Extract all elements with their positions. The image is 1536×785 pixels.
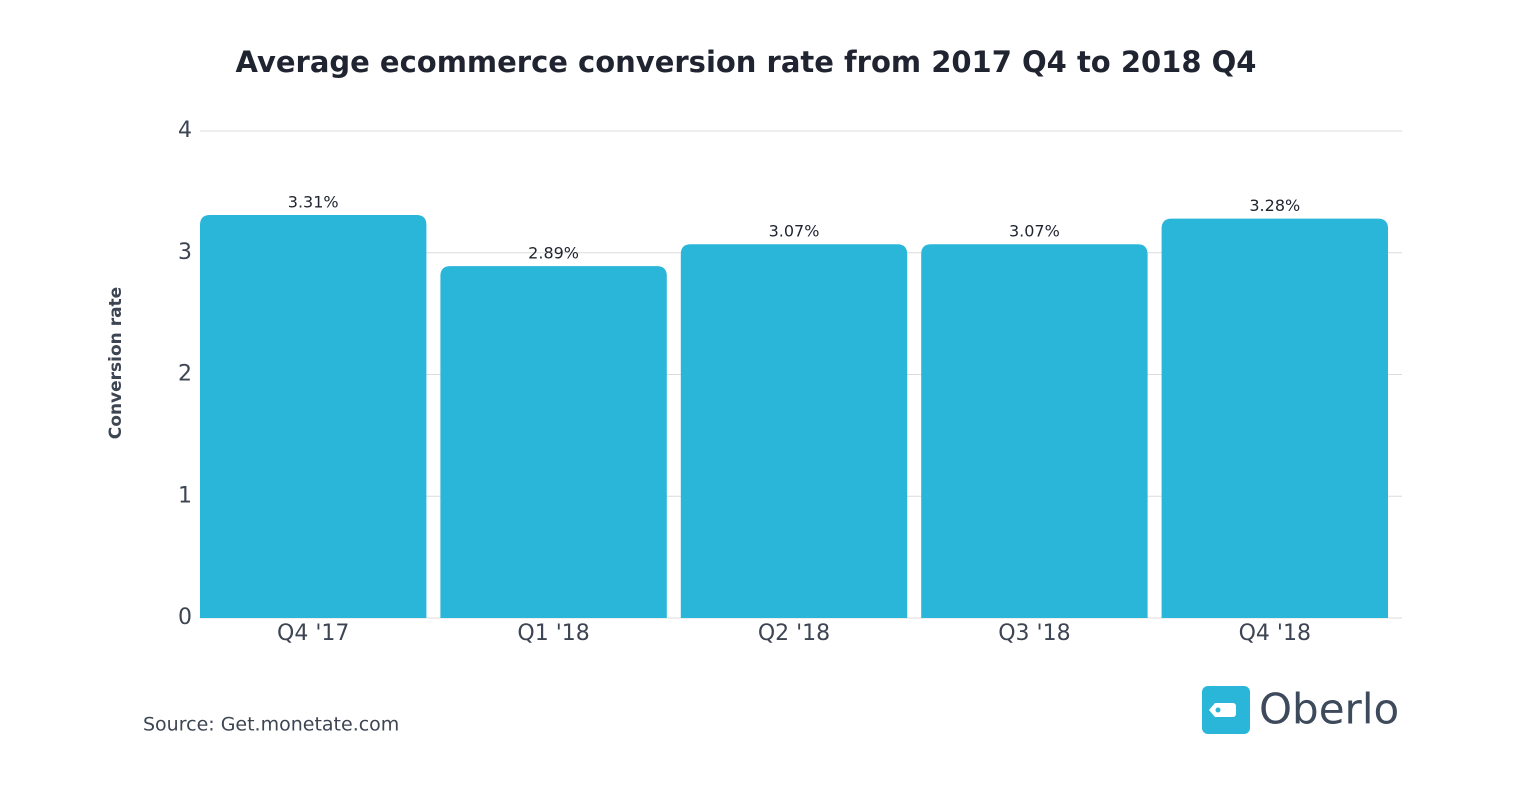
y-tick-label: 2 [178,362,192,387]
x-tick-label: Q4 '18 [1239,621,1311,646]
value-label: 3.07% [1009,222,1060,241]
bar [440,266,667,618]
x-tick-label: Q3 '18 [998,621,1070,646]
bar [1161,218,1388,618]
chart-title: Average ecommerce conversion rate from 2… [236,45,1257,79]
bar [680,244,908,619]
x-tick-label: Q2 '18 [758,621,830,646]
value-label: 3.07% [769,222,820,241]
y-tick-label: 0 [178,605,192,630]
bar [921,244,1148,619]
brand-logo: Oberlo [1202,685,1399,734]
logo-tag [1209,703,1236,717]
y-tick-label: 3 [178,240,192,265]
logo-text: Oberlo [1259,685,1399,734]
value-label: 3.31% [288,193,339,212]
value-label: 2.89% [528,244,579,263]
x-tick-label: Q1 '18 [517,621,589,646]
logo-tag-hole [1215,707,1221,713]
source-note: Source: Get.monetate.com [143,714,399,736]
bar [200,215,427,618]
x-tick-label: Q4 '17 [277,621,349,646]
y-tick-label: 4 [178,118,192,143]
y-tick-label: 1 [178,483,192,508]
y-axis-label: Conversion rate [106,287,126,439]
value-label: 3.28% [1249,196,1300,215]
